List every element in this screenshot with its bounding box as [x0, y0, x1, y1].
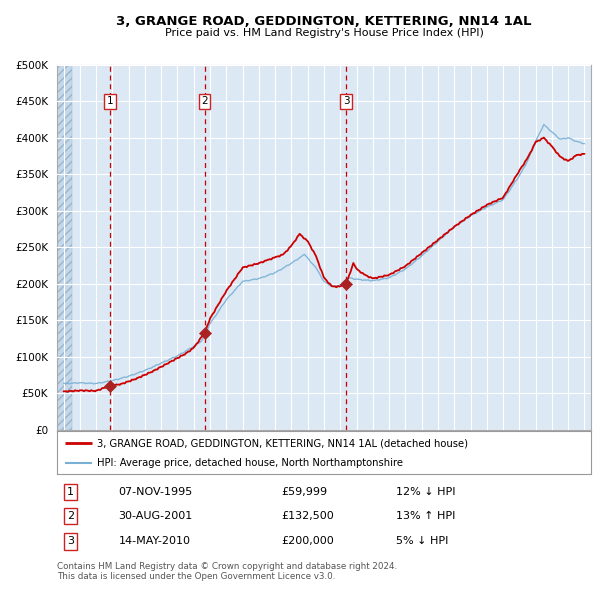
Text: 3, GRANGE ROAD, GEDDINGTON, KETTERING, NN14 1AL: 3, GRANGE ROAD, GEDDINGTON, KETTERING, N… [116, 15, 532, 28]
Text: £200,000: £200,000 [281, 536, 334, 546]
Text: HPI: Average price, detached house, North Northamptonshire: HPI: Average price, detached house, Nort… [97, 458, 403, 468]
Text: 2: 2 [201, 96, 208, 106]
Text: 3: 3 [67, 536, 74, 546]
Text: 1: 1 [107, 96, 113, 106]
Bar [57, 65, 73, 430]
Text: 30-AUG-2001: 30-AUG-2001 [118, 511, 193, 521]
Text: Price paid vs. HM Land Registry's House Price Index (HPI): Price paid vs. HM Land Registry's House … [164, 28, 484, 38]
Text: £59,999: £59,999 [281, 487, 328, 497]
Text: £132,500: £132,500 [281, 511, 334, 521]
Text: Contains HM Land Registry data © Crown copyright and database right 2024.: Contains HM Land Registry data © Crown c… [57, 562, 397, 571]
Text: 2: 2 [67, 511, 74, 521]
Text: 1: 1 [67, 487, 74, 497]
Text: 14-MAY-2010: 14-MAY-2010 [118, 536, 190, 546]
Text: 5% ↓ HPI: 5% ↓ HPI [396, 536, 448, 546]
Text: This data is licensed under the Open Government Licence v3.0.: This data is licensed under the Open Gov… [57, 572, 335, 581]
Text: 3, GRANGE ROAD, GEDDINGTON, KETTERING, NN14 1AL (detached house): 3, GRANGE ROAD, GEDDINGTON, KETTERING, N… [97, 438, 468, 448]
Text: 07-NOV-1995: 07-NOV-1995 [118, 487, 193, 497]
Text: 13% ↑ HPI: 13% ↑ HPI [396, 511, 455, 521]
Text: 3: 3 [343, 96, 350, 106]
Text: 12% ↓ HPI: 12% ↓ HPI [396, 487, 455, 497]
